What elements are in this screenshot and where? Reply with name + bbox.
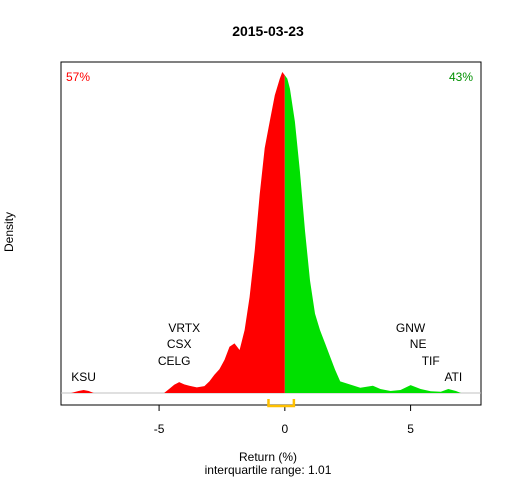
- pct-negative-label: 57%: [66, 70, 90, 84]
- x-tick-label: 0: [281, 422, 288, 436]
- density-area-positive: [284, 75, 461, 394]
- plot-area: -5 0 5 KSU CELG CSX VRTX ATI TIF NE GNW: [60, 61, 482, 436]
- stock-label-right: TIF: [422, 354, 440, 368]
- stock-label-right: ATI: [444, 370, 462, 384]
- stock-label-right: GNW: [396, 321, 426, 335]
- stock-label-left: CELG: [158, 354, 191, 368]
- y-axis-label: Density: [2, 212, 16, 252]
- x-tick-label: 5: [407, 422, 414, 436]
- iqr-bracket: [267, 399, 296, 408]
- x-axis-label: Return (%): [239, 450, 297, 464]
- iqr-caption: interquartile range: 1.01: [205, 463, 332, 477]
- stock-label-left: VRTX: [168, 321, 200, 335]
- stock-label-left: CSX: [167, 337, 192, 351]
- stock-label-right: NE: [410, 337, 427, 351]
- stock-label-left: KSU: [71, 370, 96, 384]
- chart-title: 2015-03-23: [232, 23, 304, 39]
- density-area-negative: [71, 72, 285, 393]
- pct-positive-label: 43%: [449, 70, 473, 84]
- x-tick-label: -5: [154, 422, 165, 436]
